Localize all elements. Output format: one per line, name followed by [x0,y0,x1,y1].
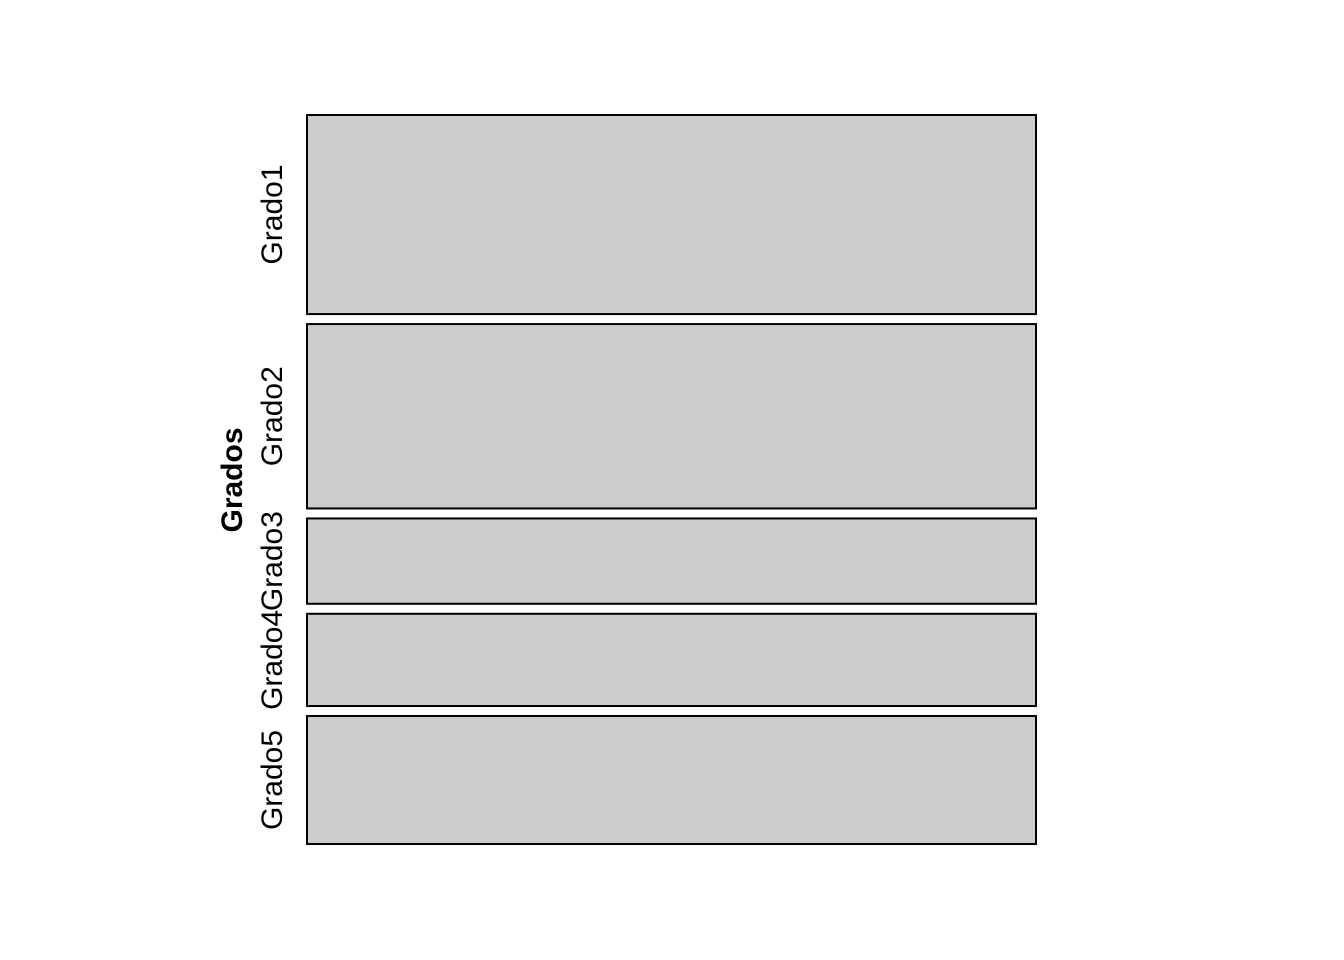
tick-label-grado3: Grado3 [256,511,289,611]
tick-label-grado4: Grado4 [256,610,289,710]
tile-grado3 [306,517,1037,605]
mosaic-tiles [306,114,1037,846]
tick-label-grado5: Grado5 [256,730,289,830]
tile-grado1 [306,114,1037,316]
y-axis-title: Grados [216,427,249,532]
tile-grado2 [306,323,1037,510]
tick-label-grado1: Grado1 [256,164,289,264]
tick-label-grado2: Grado2 [256,366,289,466]
tile-grado4 [306,612,1037,708]
tile-grado5 [306,715,1037,846]
